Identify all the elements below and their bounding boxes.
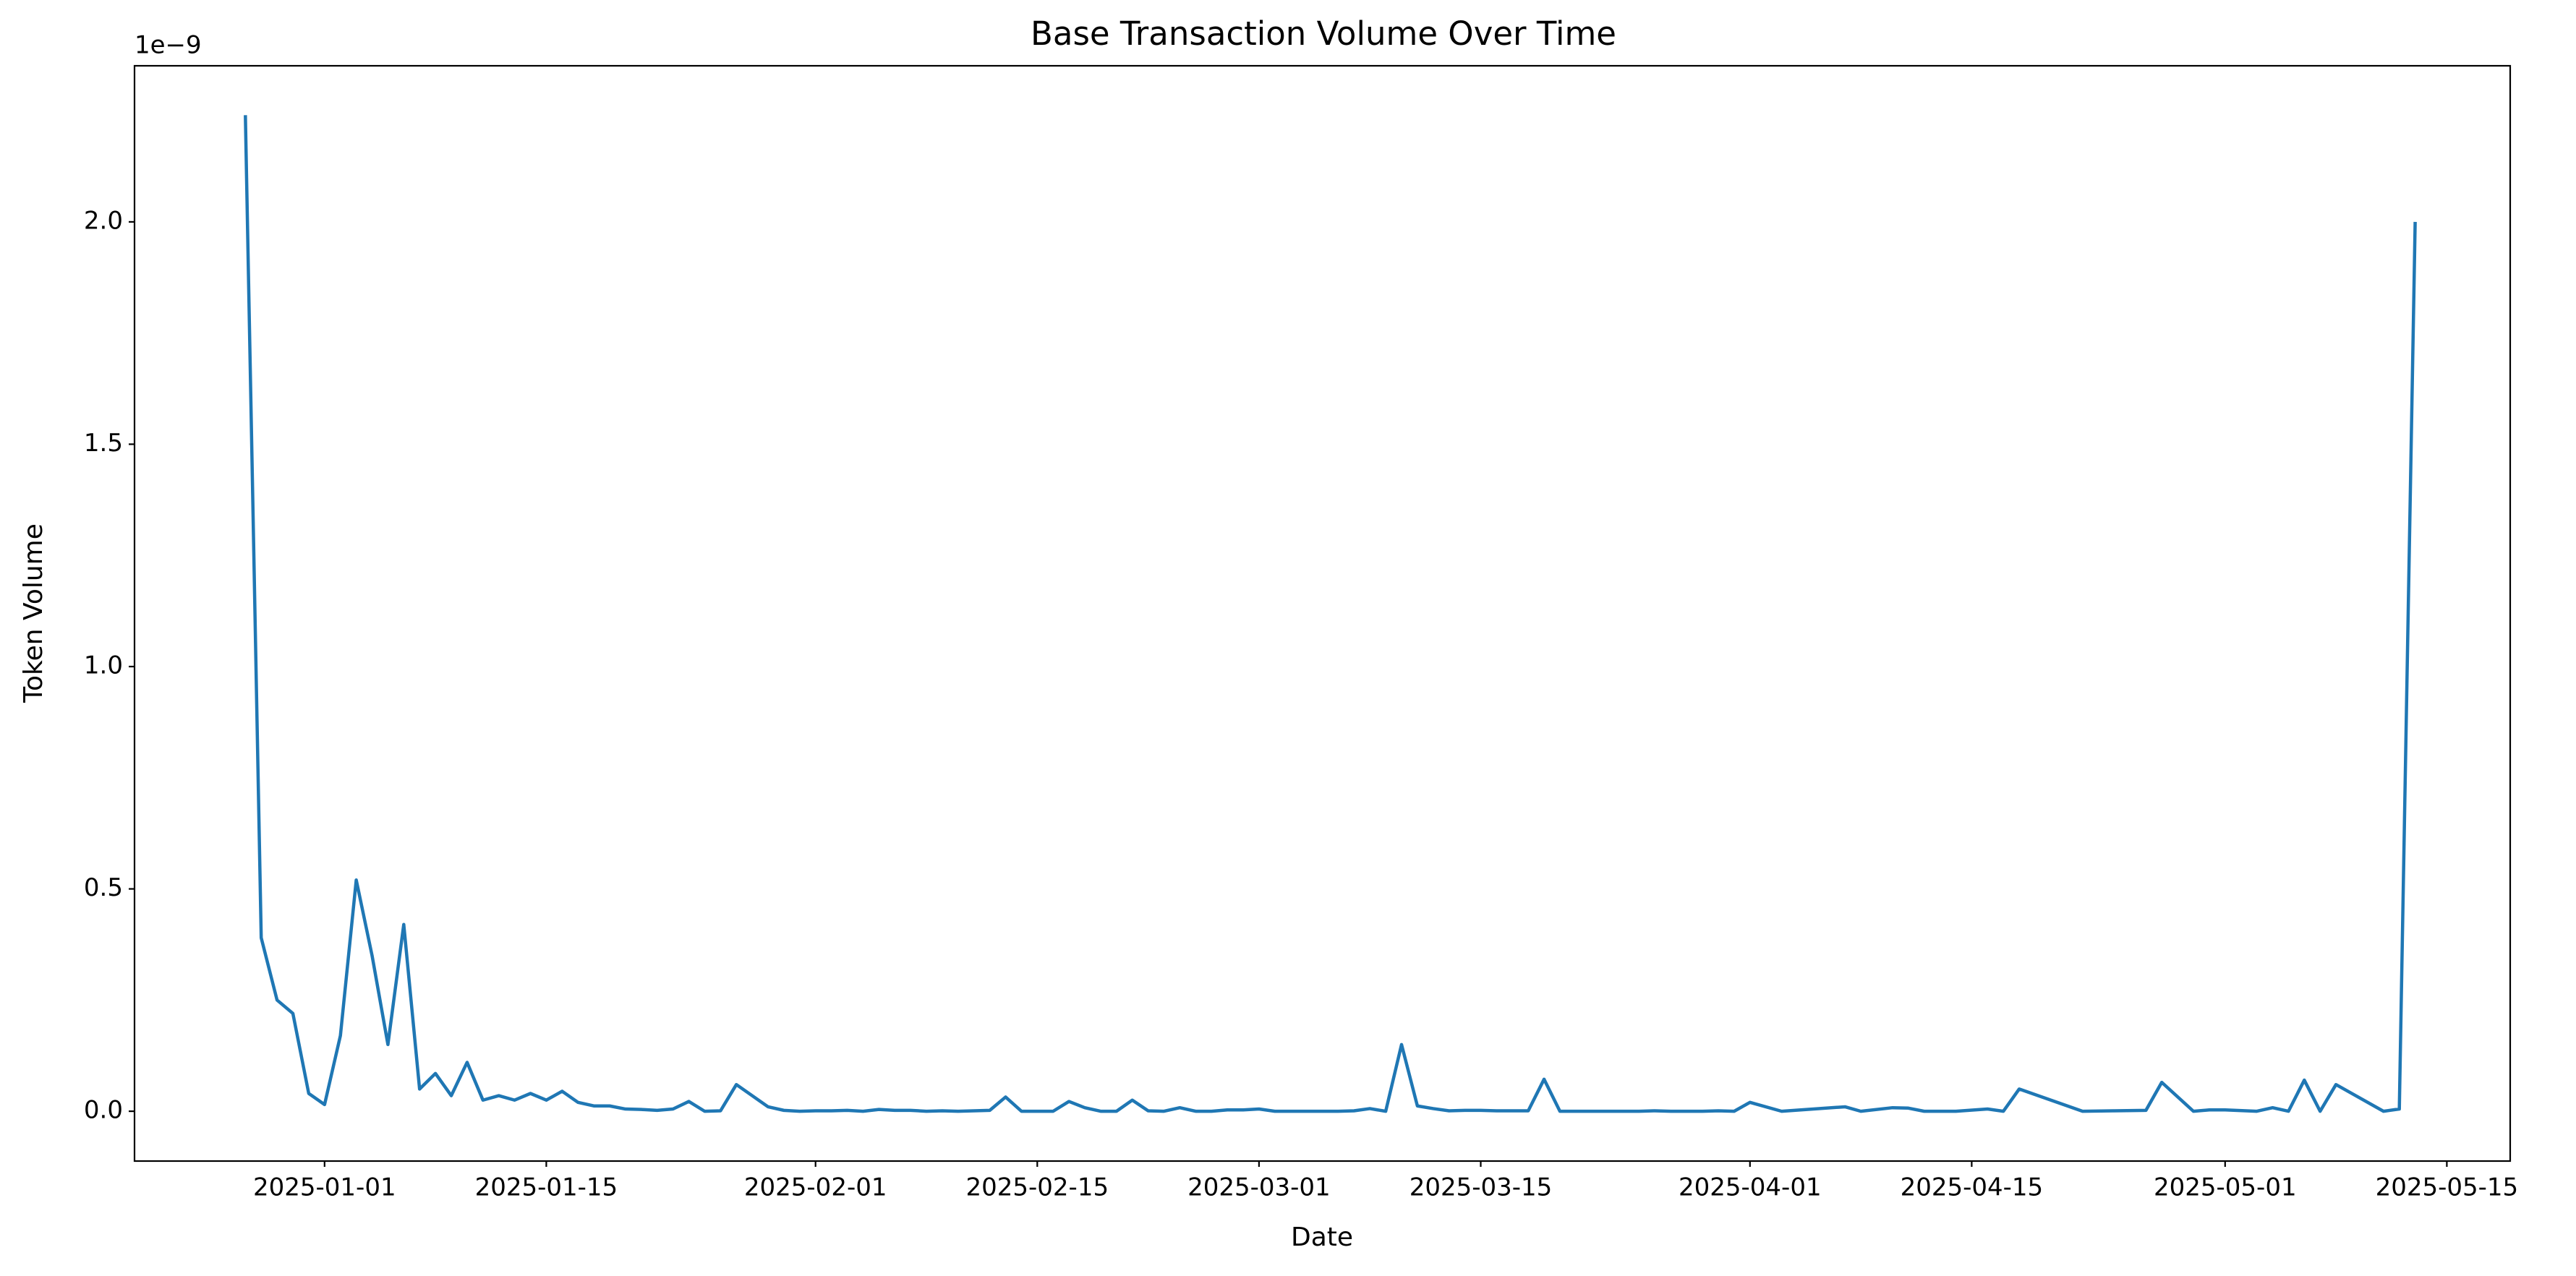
x-tick-label: 2025-03-15 — [1409, 1173, 1553, 1202]
y-tick-label: 2.0 — [84, 206, 123, 235]
y-tick-label: 0.0 — [84, 1096, 123, 1125]
x-tick-label: 2025-04-01 — [1679, 1173, 1822, 1202]
y-axis-label: Token Volume — [19, 523, 48, 703]
y-offset-text: 1e−9 — [135, 31, 202, 60]
x-tick-label: 2025-01-15 — [475, 1173, 618, 1202]
plot-frame — [133, 64, 2512, 1162]
x-tick-label: 2025-01-01 — [253, 1173, 396, 1202]
y-tick-label: 1.0 — [84, 651, 123, 680]
x-tick-label: 2025-03-01 — [1187, 1173, 1331, 1202]
x-tick-label: 2025-02-15 — [966, 1173, 1109, 1202]
y-tick-label: 0.5 — [84, 873, 123, 902]
data-line — [244, 115, 2417, 1113]
chart-title: Base Transaction Volume Over Time — [1031, 14, 1616, 53]
x-tick-label: 2025-02-01 — [744, 1173, 887, 1202]
x-axis-label: Date — [1291, 1223, 1353, 1252]
y-tick-label: 1.5 — [84, 429, 123, 458]
x-tick-label: 2025-04-15 — [1901, 1173, 2044, 1202]
x-tick-label: 2025-05-01 — [2154, 1173, 2297, 1202]
x-tick-label: 2025-05-15 — [2376, 1173, 2519, 1202]
